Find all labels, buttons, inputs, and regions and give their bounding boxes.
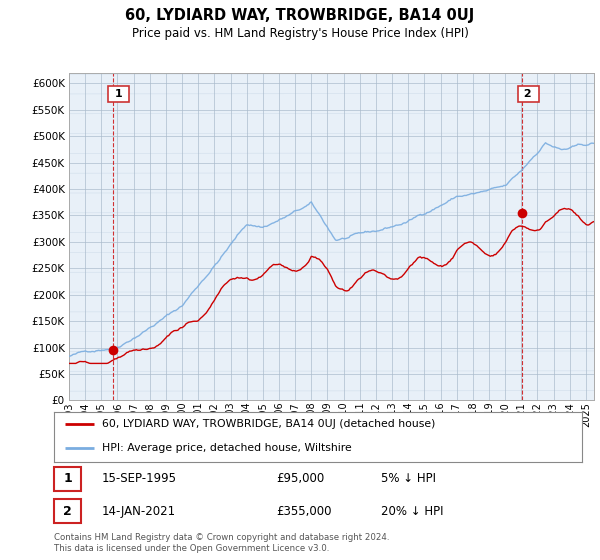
Bar <box>311 73 319 400</box>
Bar <box>214 73 223 400</box>
Bar <box>538 73 545 400</box>
Bar <box>360 73 368 400</box>
Text: 15-SEP-1995: 15-SEP-1995 <box>101 473 176 486</box>
Bar <box>182 73 190 400</box>
Text: 5% ↓ HPI: 5% ↓ HPI <box>382 473 436 486</box>
Bar <box>54 466 82 491</box>
Bar <box>376 73 384 400</box>
Bar <box>69 73 77 400</box>
Bar <box>440 73 449 400</box>
Text: 20% ↓ HPI: 20% ↓ HPI <box>382 505 444 517</box>
Bar <box>473 73 481 400</box>
Bar <box>570 73 578 400</box>
Bar <box>489 73 497 400</box>
Bar <box>554 73 562 400</box>
Text: £355,000: £355,000 <box>276 505 331 517</box>
Text: HPI: Average price, detached house, Wiltshire: HPI: Average price, detached house, Wilt… <box>101 443 351 453</box>
Text: 2: 2 <box>520 89 536 99</box>
Text: 60, LYDIARD WAY, TROWBRIDGE, BA14 0UJ: 60, LYDIARD WAY, TROWBRIDGE, BA14 0UJ <box>125 8 475 24</box>
Bar <box>586 73 594 400</box>
Bar <box>263 73 271 400</box>
Bar <box>328 73 335 400</box>
Bar <box>457 73 465 400</box>
Text: 60, LYDIARD WAY, TROWBRIDGE, BA14 0UJ (detached house): 60, LYDIARD WAY, TROWBRIDGE, BA14 0UJ (d… <box>101 419 435 429</box>
Bar <box>279 73 287 400</box>
Text: £95,000: £95,000 <box>276 473 324 486</box>
Bar <box>424 73 433 400</box>
Bar <box>392 73 400 400</box>
Bar <box>54 499 82 524</box>
Bar <box>85 73 93 400</box>
Bar <box>101 73 109 400</box>
Text: Price paid vs. HM Land Registry's House Price Index (HPI): Price paid vs. HM Land Registry's House … <box>131 27 469 40</box>
Bar <box>521 73 529 400</box>
Text: 1: 1 <box>64 473 72 486</box>
Bar <box>505 73 513 400</box>
Bar <box>295 73 303 400</box>
Bar <box>118 73 125 400</box>
Bar <box>198 73 206 400</box>
Text: 2: 2 <box>64 505 72 517</box>
Bar <box>150 73 158 400</box>
Bar <box>166 73 174 400</box>
Text: Contains HM Land Registry data © Crown copyright and database right 2024.
This d: Contains HM Land Registry data © Crown c… <box>54 533 389 553</box>
Bar <box>344 73 352 400</box>
Bar <box>134 73 142 400</box>
Bar <box>247 73 255 400</box>
Text: 14-JAN-2021: 14-JAN-2021 <box>101 505 176 517</box>
Bar <box>230 73 239 400</box>
Bar <box>408 73 416 400</box>
Text: 1: 1 <box>111 89 127 99</box>
